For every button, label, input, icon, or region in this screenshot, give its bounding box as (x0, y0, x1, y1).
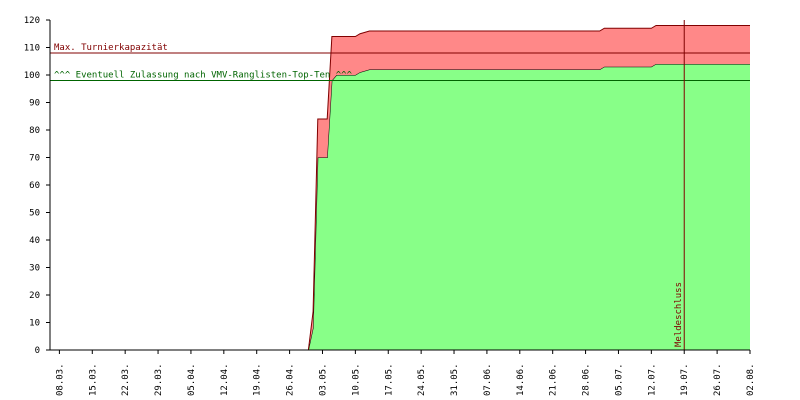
area (308, 64, 750, 350)
y-tick-label: 20 (29, 291, 40, 301)
y-tick-label: 80 (29, 126, 40, 136)
x-tick-label: 12.04. (220, 363, 230, 396)
x-tick-label: 19.04. (253, 363, 263, 396)
x-tick-label: 28.06. (582, 363, 592, 396)
x-tick-label: 26.07. (713, 363, 723, 396)
y-tick-label: 40 (29, 236, 40, 246)
x-tick-label: 21.06. (549, 363, 559, 396)
y-tick-label: 90 (29, 99, 40, 109)
reference-label: ^^^ Eventuell Zulassung nach VMV-Ranglis… (54, 71, 353, 81)
y-tick-label: 10 (29, 319, 40, 329)
x-tick-label: 29.03. (154, 363, 164, 396)
x-tick-label: 03.05. (318, 363, 328, 396)
x-tick-label: 05.07. (614, 363, 624, 396)
y-tick-label: 30 (29, 264, 40, 274)
y-tick-label: 50 (29, 209, 40, 219)
area-edge (307, 25, 750, 351)
x-tick-label: 22.03. (121, 363, 131, 396)
x-tick-label: 17.05. (384, 363, 394, 396)
y-tick-label: 70 (29, 154, 40, 164)
x-tick-label: 19.07. (680, 363, 690, 396)
area (308, 25, 750, 350)
x-tick-label: 12.07. (647, 363, 657, 396)
y-tick-label: 60 (29, 181, 40, 191)
x-tick-label: 31.05. (450, 363, 460, 396)
x-tick-label: 26.04. (286, 363, 296, 396)
reference-label: Max. Turnierkapazität (54, 43, 168, 53)
x-tick-label: 14.06. (516, 363, 526, 396)
x-tick-label: 10.05. (351, 363, 361, 396)
x-tick-label: 08.03. (55, 363, 65, 396)
x-tick-label: 05.04. (187, 363, 197, 396)
x-tick-label: 24.05. (417, 363, 427, 396)
y-tick-label: 120 (24, 16, 40, 26)
x-tick-label: 15.03. (88, 363, 98, 396)
deadline-label: Meldeschluss (674, 282, 684, 347)
x-tick-label: 02.08. (746, 363, 756, 396)
y-tick-label: 110 (24, 44, 40, 54)
y-tick-label: 100 (24, 71, 40, 81)
x-tick-label: 07.06. (483, 363, 493, 396)
y-tick-label: 0 (35, 346, 40, 356)
